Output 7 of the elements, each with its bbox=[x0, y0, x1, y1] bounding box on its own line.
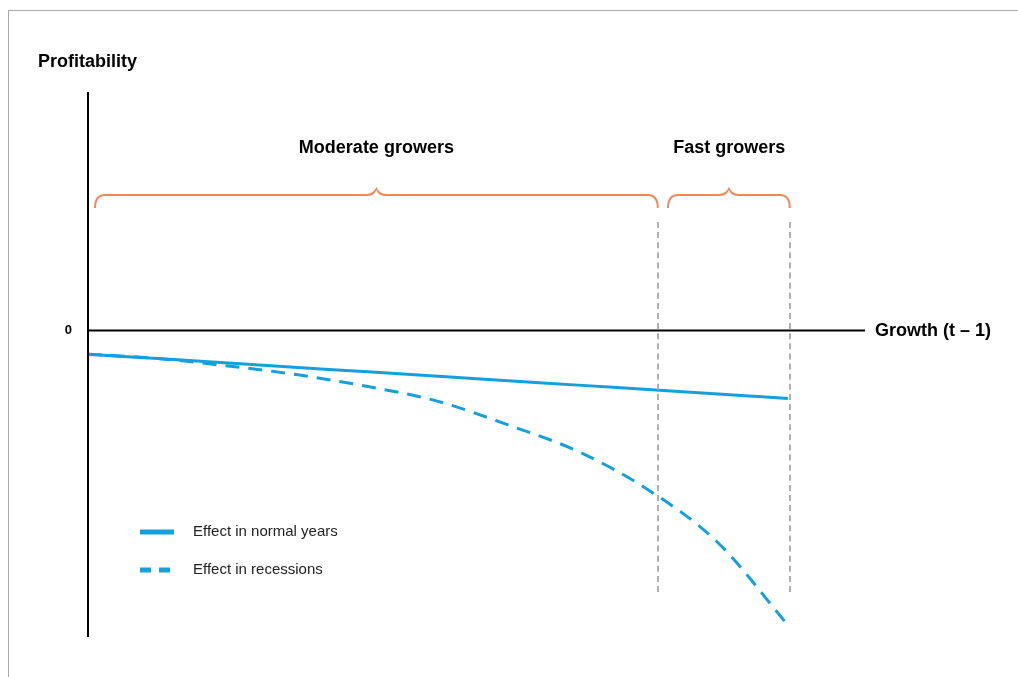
text: Fast growers bbox=[673, 137, 786, 158]
text: 0 bbox=[64, 321, 72, 337]
x-axis-title: Growth (t – 1) bbox=[875, 319, 991, 341]
text: Profitability bbox=[38, 51, 138, 72]
legend-label: Effect in normal years bbox=[193, 522, 338, 540]
text: Moderate growers bbox=[298, 137, 454, 158]
legend-label: Effect in recessions bbox=[193, 560, 323, 578]
